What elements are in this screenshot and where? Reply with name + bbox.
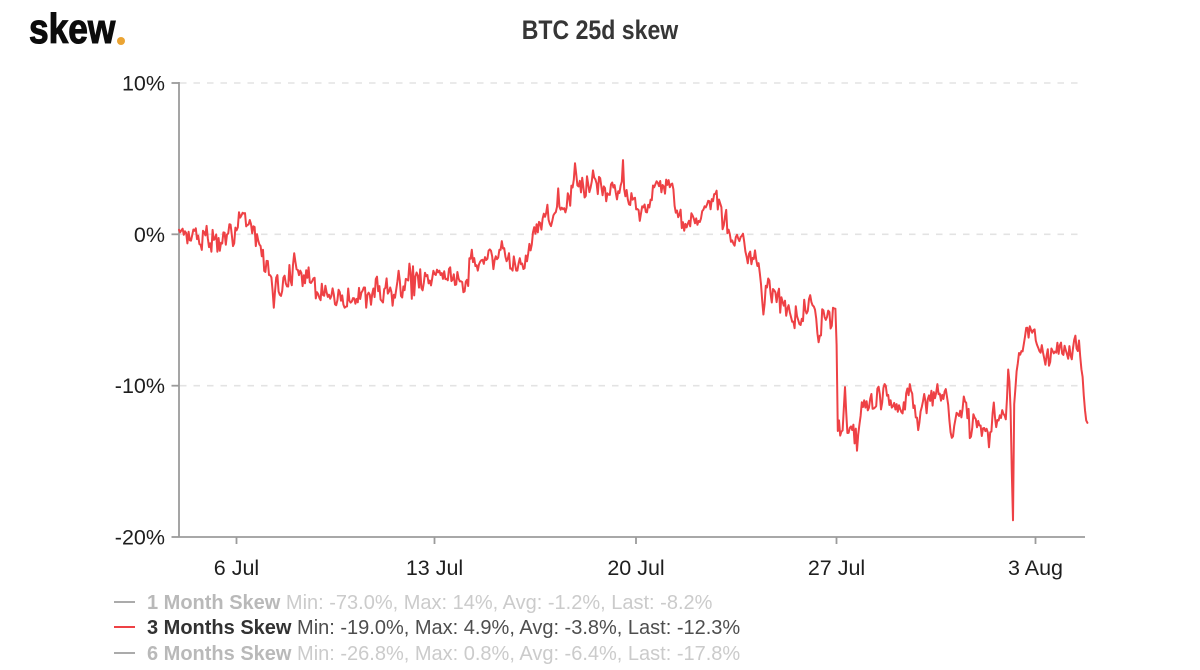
svg-text:10%: 10% (122, 72, 165, 96)
svg-text:-20%: -20% (115, 526, 165, 550)
svg-text:3 Aug: 3 Aug (1008, 556, 1063, 580)
svg-text:-10%: -10% (115, 374, 165, 398)
svg-text:13 Jul: 13 Jul (406, 556, 463, 580)
svg-text:6 Jul: 6 Jul (214, 556, 259, 580)
svg-text:0%: 0% (134, 223, 165, 247)
svg-text:20 Jul: 20 Jul (607, 556, 664, 580)
svg-text:27 Jul: 27 Jul (808, 556, 865, 580)
